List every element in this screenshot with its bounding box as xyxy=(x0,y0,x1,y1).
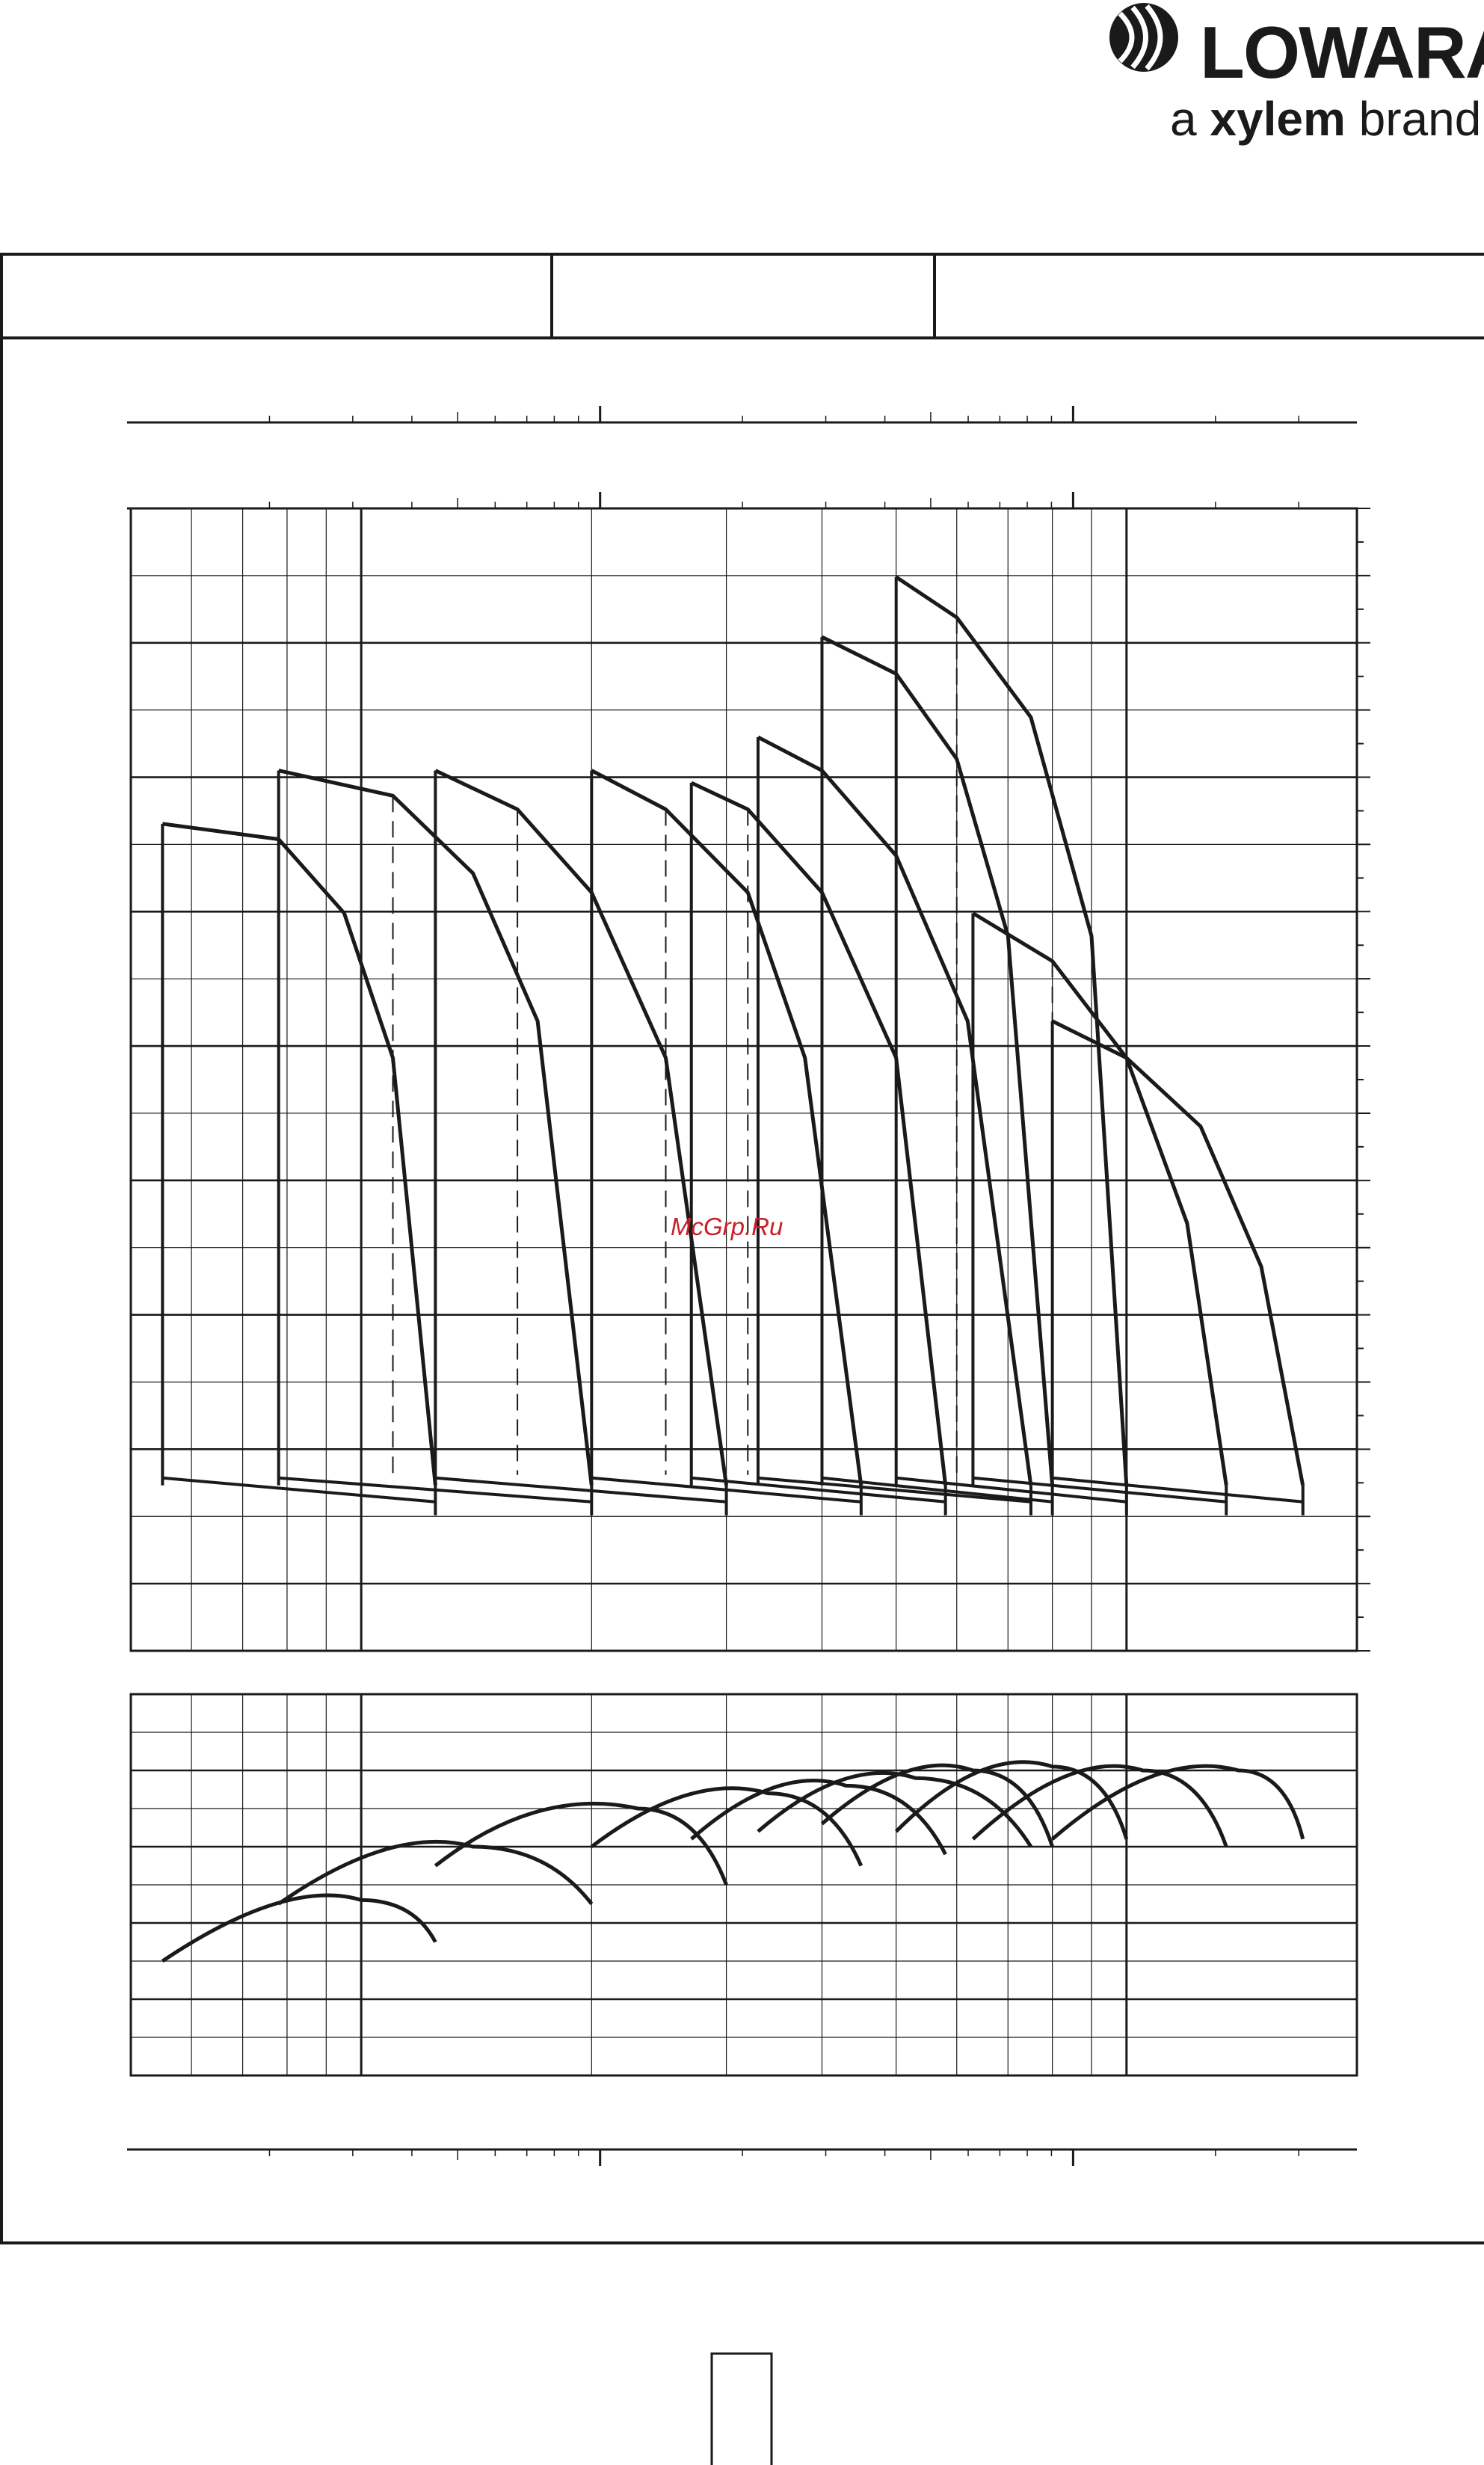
efficiency-curve xyxy=(161,1893,437,1963)
efficiency-curve xyxy=(690,1779,947,1856)
efficiency-curve xyxy=(971,1764,1228,1847)
watermark: McGrp.Ru xyxy=(671,1213,783,1240)
head-npsh-line xyxy=(757,1476,1032,1504)
head-curve xyxy=(278,769,594,1486)
efficiency-curve xyxy=(434,1801,728,1886)
brand-logo xyxy=(1099,0,1484,150)
efficiency-curve xyxy=(1051,1764,1305,1841)
head-curve xyxy=(690,781,948,1486)
head-npsh-line xyxy=(1052,1476,1303,1504)
head-npsh-line xyxy=(822,1476,1053,1504)
head-npsh-line xyxy=(162,1476,436,1504)
top-scale-2 xyxy=(127,492,1357,510)
tagline-brand: xylem xyxy=(1210,92,1346,146)
head-npsh-line xyxy=(278,1476,592,1504)
head-npsh-line xyxy=(591,1476,862,1504)
brand-tagline: a xylem brand xyxy=(1170,91,1481,147)
head-curve xyxy=(821,635,1055,1486)
tagline-suffix: brand xyxy=(1358,92,1482,146)
head-curve xyxy=(1051,1019,1305,1486)
head-curve xyxy=(972,911,1228,1486)
head-panel xyxy=(129,507,1370,1652)
efficiency-panel xyxy=(129,1693,1358,2077)
head-npsh-line xyxy=(973,1476,1227,1504)
brand-name: LOWARA xyxy=(1200,11,1484,93)
head-curve xyxy=(757,735,1033,1486)
efficiency-curve xyxy=(757,1770,1033,1848)
head-curve xyxy=(895,575,1129,1486)
tagline-prefix: a xyxy=(1170,92,1197,146)
efficiency-curve xyxy=(820,1763,1055,1847)
head-curve xyxy=(162,822,437,1486)
head-npsh-line xyxy=(896,1476,1127,1504)
sheet-frame xyxy=(0,253,1484,2244)
efficiency-curve xyxy=(277,1839,594,1906)
page-number-box xyxy=(710,2352,773,2465)
head-npsh-line xyxy=(691,1476,946,1504)
bottom-scale xyxy=(127,2148,1357,2166)
top-scale-1 xyxy=(127,406,1357,424)
head-npsh-line xyxy=(435,1476,727,1504)
lowara-emblem-icon xyxy=(1109,3,1178,72)
